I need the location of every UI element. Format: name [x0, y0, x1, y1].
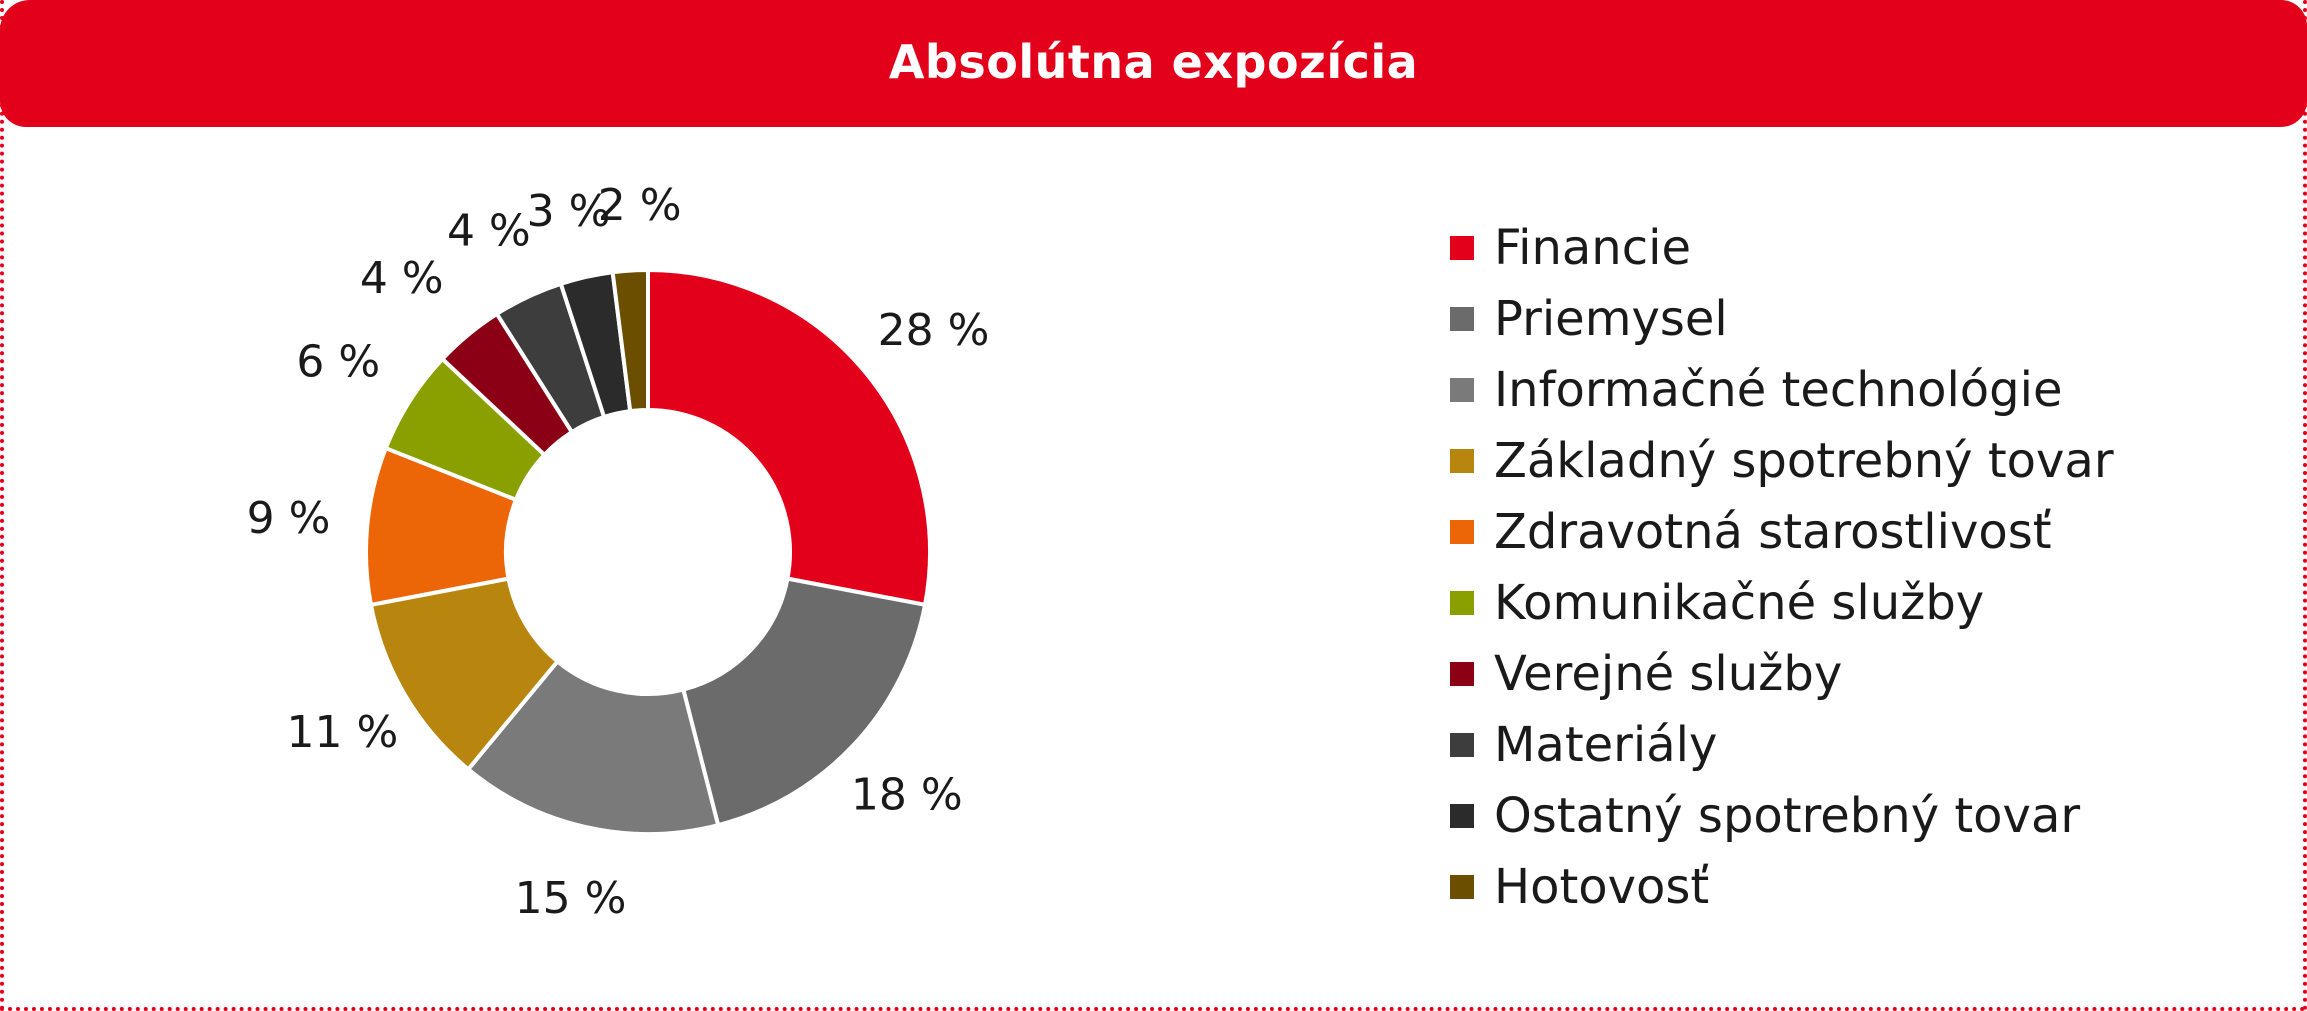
legend-swatch — [1450, 306, 1474, 331]
slice-label-4: 11 % — [287, 707, 399, 758]
legend-label: Informačné technológie — [1494, 361, 2063, 418]
legend-label: Materiály — [1494, 716, 1718, 773]
donut-slice-10 — [610, 267, 650, 414]
chart-title: Absolútna expozícia — [888, 34, 1419, 89]
legend-label: Ostatný spotrebný tovar — [1494, 787, 2081, 844]
slice-label-5: 9 % — [247, 493, 331, 544]
legend-label: Verejné služby — [1494, 645, 1843, 702]
legend-label: Komunikačné služby — [1494, 574, 1985, 631]
legend-label: Zdravotná starostlivosť — [1494, 503, 2052, 560]
legend-item: Hotovosť — [1450, 851, 2114, 922]
chart-legend: Financie Priemysel Informačné technológie Z… — [1450, 212, 2114, 922]
legend-swatch — [1450, 732, 1474, 757]
legend-swatch — [1450, 661, 1474, 686]
legend-item: Priemysel — [1450, 283, 2114, 354]
slice-label-9: 3 % — [527, 186, 611, 237]
donut-labels: 28 %18 %15 %11 %9 %6 %4 %4 %3 %2 % — [247, 180, 990, 924]
legend-label: Základný spotrebný tovar — [1494, 432, 2114, 489]
legend-swatch — [1450, 377, 1474, 402]
slice-label-1: 28 % — [878, 305, 990, 356]
legend-swatch — [1450, 519, 1474, 544]
slice-label-2: 18 % — [851, 770, 963, 821]
legend-item: Komunikačné služby — [1450, 567, 2114, 638]
donut-slices — [364, 267, 932, 836]
slice-label-6: 6 % — [296, 336, 380, 387]
legend-item: Financie — [1450, 212, 2114, 283]
legend-item: Základný spotrebný tovar — [1450, 425, 2114, 496]
legend-item: Zdravotná starostlivosť — [1450, 496, 2114, 567]
slice-label-7: 4 % — [360, 253, 444, 304]
legend-swatch — [1450, 590, 1474, 615]
legend-swatch — [1450, 803, 1474, 828]
legend-swatch — [1450, 235, 1474, 260]
chart-header: Absolútna expozícia — [0, 0, 2307, 127]
legend-label: Hotovosť — [1494, 858, 1710, 915]
legend-item: Materiály — [1450, 709, 2114, 780]
slice-label-10: 2 % — [598, 180, 682, 231]
legend-item: Verejné služby — [1450, 638, 2114, 709]
legend-item: Ostatný spotrebný tovar — [1450, 780, 2114, 851]
legend-label: Financie — [1494, 219, 1691, 276]
legend-swatch — [1450, 874, 1474, 899]
slice-label-8: 4 % — [447, 205, 531, 256]
donut-slice-3 — [465, 658, 721, 836]
legend-label: Priemysel — [1494, 290, 1728, 347]
legend-item: Informačné technológie — [1450, 354, 2114, 425]
donut-slice-2 — [680, 576, 928, 828]
slice-label-3: 15 % — [515, 873, 627, 924]
legend-swatch — [1450, 448, 1474, 473]
donut-slice-1 — [646, 267, 932, 608]
